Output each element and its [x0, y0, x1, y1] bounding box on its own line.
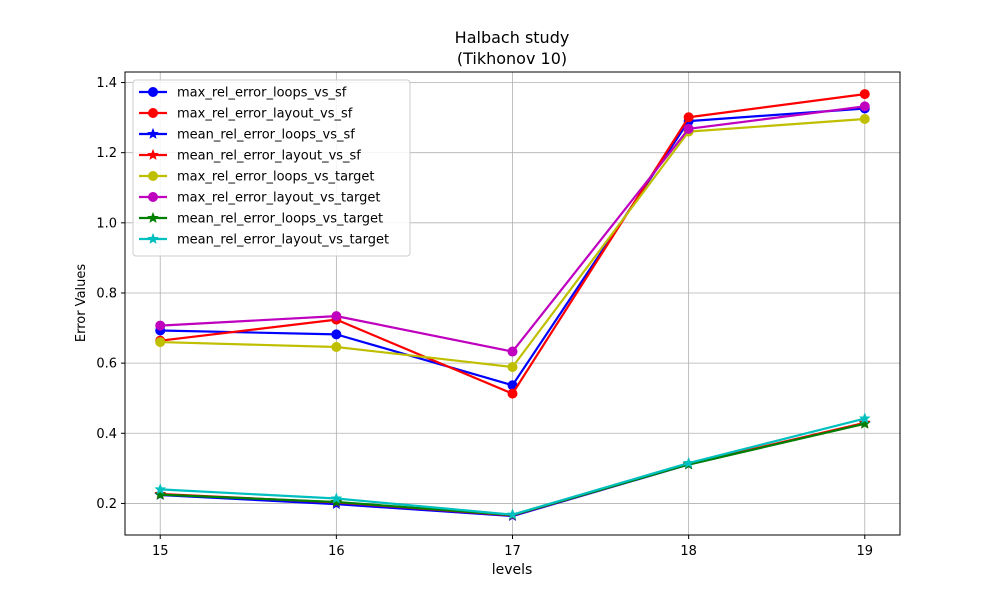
data-point: [154, 488, 166, 500]
legend-box: [132, 79, 411, 257]
x-tick-label: 19: [856, 544, 873, 559]
data-point: [155, 320, 166, 331]
y-tick-label: 1.4: [96, 76, 117, 91]
y-tick-label: 1.0: [96, 216, 117, 231]
data-point: [330, 492, 343, 504]
y-tick-label: 0.2: [96, 497, 117, 512]
legend-entry: mean_rel_error_loops_vs_sf: [139, 128, 355, 143]
data-point: [859, 417, 871, 429]
data-point: [859, 89, 870, 100]
data-point: [330, 495, 343, 507]
data-point: [331, 329, 342, 340]
legend-label: max_rel_error_loops_vs_target: [177, 170, 375, 185]
legend-marker: [147, 232, 159, 244]
chart-title-line2: (Tikhonov 10): [457, 49, 567, 68]
data-point: [859, 114, 870, 125]
x-axis-ticks: 15 16 17 18 19: [152, 535, 873, 559]
data-point: [155, 337, 166, 348]
y-axis-ticks: 0.2 0.4 0.6 0.8 1.0 1.2 1.4: [96, 76, 125, 512]
legend-label: max_rel_error_layout_vs_target: [177, 191, 381, 206]
legend-label: mean_rel_error_layout_vs_sf: [177, 149, 361, 164]
x-tick-label: 16: [328, 544, 345, 559]
legend-label: mean_rel_error_layout_vs_target: [177, 233, 389, 248]
legend-label: max_rel_error_layout_vs_sf: [177, 107, 353, 122]
legend-entry: mean_rel_error_layout_vs_sf: [139, 149, 361, 164]
data-point: [507, 361, 518, 372]
data-point: [331, 311, 342, 322]
legend-label: mean_rel_error_loops_vs_sf: [177, 128, 355, 143]
grid-lines: [125, 72, 900, 535]
data-point: [507, 346, 518, 357]
y-tick-label: 0.8: [96, 286, 117, 301]
y-tick-label: 0.6: [96, 357, 117, 372]
legend-entry: max_rel_error_loops_vs_target: [139, 170, 375, 185]
data-point: [859, 101, 870, 112]
legend-marker: [147, 148, 159, 160]
data-point: [859, 412, 871, 424]
data-point: [683, 112, 694, 123]
legend-marker: [147, 211, 159, 223]
legend-label: max_rel_error_loops_vs_sf: [177, 86, 347, 101]
legend-marker: [148, 108, 158, 118]
legend-entry: mean_rel_error_layout_vs_target: [139, 233, 389, 248]
y-tick-label: 0.4: [96, 427, 117, 442]
legend: max_rel_error_loops_vs_sf max_rel_error_l…: [132, 79, 411, 257]
data-point: [154, 483, 166, 495]
x-tick-label: 17: [504, 544, 521, 559]
y-axis-label: Error Values: [74, 264, 89, 343]
legend-marker: [147, 127, 159, 139]
legend-entry: mean_rel_error_loops_vs_target: [139, 212, 383, 227]
data-point: [331, 341, 342, 352]
data-point: [682, 457, 695, 469]
y-tick-label: 1.2: [96, 146, 117, 161]
legend-marker: [148, 192, 158, 202]
data-point: [683, 123, 694, 134]
legend-marker: [148, 171, 158, 181]
series-mean-rel-error-layout-vs-target: [154, 412, 871, 520]
series-layer: [154, 89, 871, 521]
legend-entry: max_rel_error_layout_vs_target: [139, 191, 381, 206]
data-point: [507, 388, 518, 399]
legend-marker: [148, 87, 158, 97]
legend-label: mean_rel_error_loops_vs_target: [177, 212, 383, 227]
x-tick-label: 15: [152, 544, 169, 559]
legend-entry: max_rel_error_layout_vs_sf: [139, 107, 353, 122]
chart-title-line1: Halbach study: [455, 28, 570, 47]
x-axis-label: levels: [492, 562, 533, 578]
series-max-rel-error-layout-vs-target: [155, 101, 870, 357]
x-tick-label: 18: [680, 544, 697, 559]
legend-entry: max_rel_error_loops_vs_sf: [139, 86, 347, 101]
data-point: [506, 508, 519, 520]
